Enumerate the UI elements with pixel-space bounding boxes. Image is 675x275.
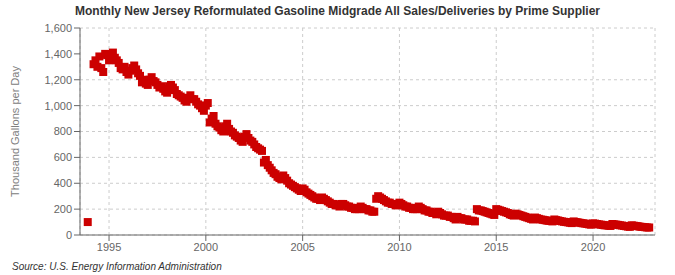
svg-text:1,400: 1,400 — [44, 48, 72, 60]
html-text:Monthly New Jersey Reformulate: Monthly New Jersey Reformulated Gasoline… — [75, 4, 600, 18]
svg-text:2015: 2015 — [484, 241, 508, 253]
svg-text:800: 800 — [54, 125, 72, 137]
svg-text:0: 0 — [66, 229, 72, 241]
svg-text:1995: 1995 — [97, 241, 121, 253]
svg-text:400: 400 — [54, 177, 72, 189]
svg-text:2000: 2000 — [194, 241, 218, 253]
svg-text:2005: 2005 — [290, 241, 314, 253]
svg-text:2010: 2010 — [387, 241, 411, 253]
svg-text:Thousand Gallons per Day: Thousand Gallons per Day — [9, 66, 21, 197]
svg-text:1,600: 1,600 — [44, 22, 72, 34]
svg-text:1,000: 1,000 — [44, 100, 72, 112]
svg-text:2020: 2020 — [581, 241, 605, 253]
svg-text:200: 200 — [54, 203, 72, 215]
svg-text:1,200: 1,200 — [44, 74, 72, 86]
html-text:Source: U.S. Energy Informatio: Source: U.S. Energy Information Administ… — [12, 261, 222, 272]
svg-text:600: 600 — [54, 151, 72, 163]
